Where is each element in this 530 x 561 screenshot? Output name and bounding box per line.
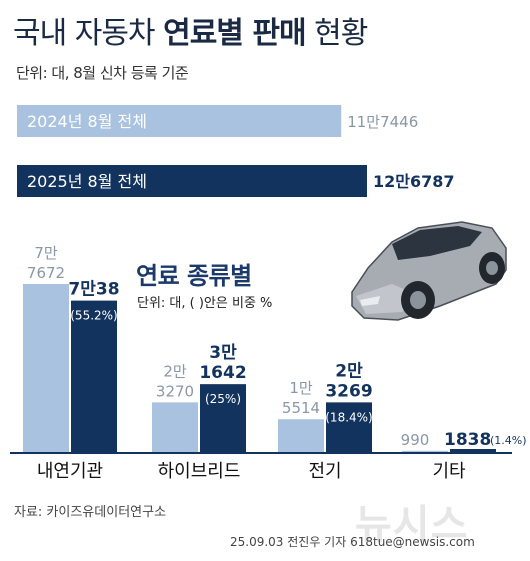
title-tail: 현황 [314, 16, 368, 51]
value-label-2024: 7만 [34, 244, 58, 262]
share-label: (18.4%) [325, 410, 372, 424]
category-label: 하이브리드 [158, 461, 241, 482]
bar-2024 [23, 284, 69, 453]
total-value-label: 11만7446 [347, 113, 418, 131]
title-bold: 연료별 판매 [163, 16, 306, 51]
car-illustration [351, 221, 507, 321]
total-bar [17, 105, 342, 137]
credit-text: 25.09.03 전진우 기자 618tue@newsis.com [230, 535, 475, 549]
value-label-2024: 3270 [156, 382, 194, 400]
value-label-2025: 7만38 [68, 280, 119, 300]
fuel-type-unit: 단위: 대, ( )안은 비중 % [137, 296, 273, 311]
value-label-2025: 1642 [199, 363, 246, 383]
bar-2025 [450, 449, 496, 453]
subtitle: 단위: 대, 8월 신차 등록 기준 [16, 64, 189, 82]
bar-2025 [326, 402, 372, 453]
bar-2025 [200, 384, 246, 453]
total-bar-label: 2025년 8월 전체 [27, 172, 147, 191]
category-label: 내연기관 [37, 461, 103, 482]
total-bar [17, 165, 367, 197]
value-label-2024: 7672 [27, 264, 65, 282]
share-label: (1.4%) [490, 434, 527, 447]
value-label-2025: 2만 [335, 361, 363, 381]
value-label-2025: 1838 [444, 430, 491, 450]
bar-2025 [71, 300, 117, 453]
bar-2024 [402, 450, 448, 453]
bar-2024 [152, 402, 198, 453]
title-regular: 국내 자동차 [13, 16, 156, 51]
page-title: 국내 자동차 연료별 판매 현황 [13, 8, 368, 52]
share-label: (55.2%) [70, 309, 117, 323]
value-label-2024: 5514 [282, 399, 320, 417]
source-text: 자료: 카이즈유데이터연구소 [14, 505, 167, 520]
category-label: 전기 [308, 461, 341, 482]
value-label-2025: 3269 [325, 381, 372, 401]
value-label-2024: 990 [401, 431, 430, 449]
bar-2024 [278, 419, 324, 453]
total-value-label: 12만6787 [373, 172, 455, 191]
share-label: (25%) [205, 392, 241, 406]
value-label-2025: 3만 [209, 343, 237, 363]
category-label: 기타 [432, 461, 466, 482]
total-bar-label: 2024년 8월 전체 [27, 112, 147, 131]
fuel-type-title: 연료 종류별 [136, 262, 252, 290]
value-label-2024: 2만 [163, 362, 187, 380]
watermark: 뉴시스 [355, 502, 469, 548]
value-label-2024: 1만 [289, 379, 313, 397]
